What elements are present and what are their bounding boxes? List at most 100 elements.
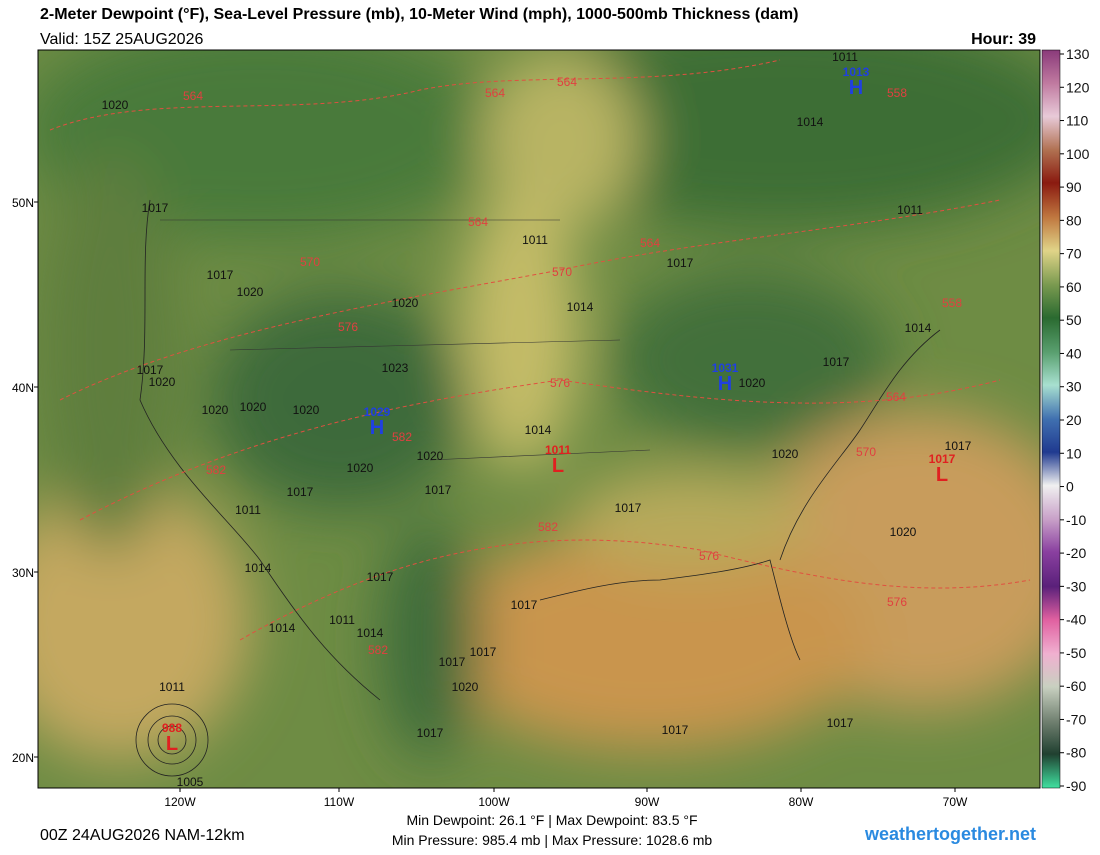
thickness-label: 576 [338,320,358,334]
isobar-label: 1011 [522,233,548,247]
colorbar-label: 50 [1066,312,1082,328]
isobar-label: 1020 [772,447,799,461]
isobar-label: 1017 [207,268,234,282]
isobar-label: 1011 [832,50,858,64]
center-value: 1031 [712,361,739,375]
isobar-label: 1020 [417,449,444,463]
thickness-label: 558 [942,296,962,310]
colorbar-label: -20 [1066,545,1086,561]
isobar-label: 1020 [890,525,917,539]
isobar-label: 1020 [739,376,766,390]
thickness-label: 570 [552,265,572,279]
isobar-label: 1020 [237,285,264,299]
isobar-label: 1017 [137,363,164,377]
colorbar-label: 120 [1066,79,1090,95]
thickness-label: 582 [392,430,412,444]
model-run: 00Z 24AUG2026 NAM-12km [40,827,245,844]
isobar-label: 1017 [417,726,444,740]
lon-label: 120W [164,795,196,809]
site-credit[interactable]: weathertogether.net [864,824,1036,844]
colorbar-label: 100 [1066,146,1090,162]
colorbar [1041,49,1061,789]
center-letter: H [849,77,863,99]
colorbar-label: 80 [1066,212,1082,228]
lon-label: 70W [943,795,968,809]
isobar-label: 1020 [347,461,374,475]
thickness-label: 582 [538,520,558,534]
thickness-label: 564 [485,86,505,100]
title: 2-Meter Dewpoint (°F), Sea-Level Pressur… [40,6,798,23]
isobar-label: 1017 [823,355,850,369]
colorbar-label: 20 [1066,412,1082,428]
map-field [38,50,1040,788]
thickness-label: 558 [887,86,907,100]
map-frame [37,49,1041,789]
thickness-label: 582 [368,643,388,657]
colorbar-label: -90 [1066,778,1086,794]
thickness-label: 564 [557,75,577,89]
isobar-label: 1023 [382,361,409,375]
isobar-label: 1020 [293,403,320,417]
valid-time: Valid: 15Z 25AUG2026 [40,31,203,48]
colorbar-label: 70 [1066,246,1082,262]
thickness-label: 564 [183,89,203,103]
center-letter: H [370,417,384,439]
isobar-label: 1014 [357,626,384,640]
center-value: 1011 [545,443,571,457]
colorbar-label: -60 [1066,678,1086,694]
isobar-label: 1014 [797,115,824,129]
thickness-label: 570 [856,445,876,459]
lat-label: 50N [12,196,34,210]
forecast-hour: Hour: 39 [971,31,1036,48]
isobar-label: 1011 [329,613,355,627]
colorbar-label: 0 [1066,479,1074,495]
colorbar-label: 90 [1066,179,1082,195]
colorbar-label: 110 [1066,113,1089,129]
center-value: 1017 [929,452,956,466]
isobar-label: 1017 [287,485,314,499]
isobar-label: 1017 [470,645,497,659]
isobar-label: 1020 [240,400,267,414]
colorbar-label: 60 [1066,279,1082,295]
isobar-label: 1017 [662,723,689,737]
isobar-label: 1020 [149,375,176,389]
isobar-label: 1020 [392,296,419,310]
isobar-label: 1005 [177,775,204,789]
isobar-label: 1014 [269,621,296,635]
isobar-label: 1011 [159,680,185,694]
dewpoint-range: Min Dewpoint: 26.1 °F | Max Dewpoint: 83… [406,812,697,828]
isobar-label: 1017 [945,439,972,453]
thickness-label: 564 [468,215,488,229]
colorbar-label: -30 [1066,578,1086,594]
colorbar-label: 30 [1066,379,1082,395]
thickness-label: 564 [886,390,906,404]
lat-label: 20N [12,751,34,765]
thickness-label: 582 [206,463,226,477]
colorbar-label: -10 [1066,512,1086,528]
isobar-label: 1014 [905,321,932,335]
colorbar-label: -70 [1066,711,1086,727]
center-value: 988 [162,721,182,735]
isobar-label: 1014 [525,423,552,437]
colorbar-label: -80 [1066,745,1086,761]
colorbar-label: -40 [1066,612,1086,628]
isobar-label: 1017 [827,716,854,730]
colorbar-label: 10 [1066,445,1082,461]
center-letter: L [552,455,564,477]
lon-label: 110W [324,795,355,809]
isobar-label: 1014 [567,300,594,314]
isobar-label: 1011 [897,203,923,217]
pressure-range: Min Pressure: 985.4 mb | Max Pressure: 1… [392,832,713,848]
isobar-label: 1017 [511,598,538,612]
colorbar-label: 130 [1066,46,1090,62]
isobar-label: 1011 [235,503,261,517]
thickness-label: 576 [699,549,719,563]
thickness-label: 564 [640,236,660,250]
center-value: 1013 [843,65,870,79]
lat-label: 40N [12,381,34,395]
center-value: 1029 [364,405,391,419]
lon-label: 80W [789,795,814,809]
colorbar-label: -50 [1066,645,1086,661]
isobar-label: 1017 [367,570,394,584]
thickness-label: 570 [300,255,320,269]
